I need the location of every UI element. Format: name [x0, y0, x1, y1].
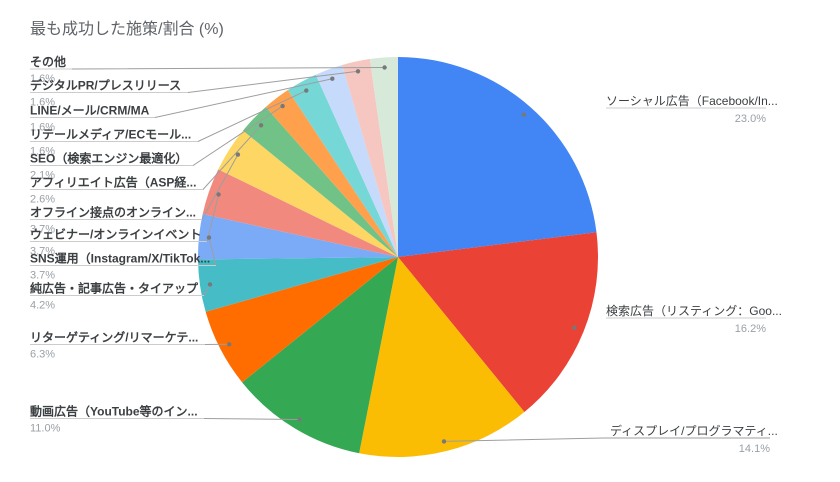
- svg-text:SEO（検索エンジン最適化）: SEO（検索エンジン最適化）: [30, 151, 187, 166]
- svg-text:LINE/メール/CRM/MA: LINE/メール/CRM/MA: [30, 104, 150, 118]
- svg-text:動画広告（YouTube等のイン...: 動画広告（YouTube等のイン...: [30, 404, 198, 419]
- svg-text:6.3%: 6.3%: [30, 349, 55, 361]
- svg-text:オフライン接点のオンライン...: オフライン接点のオンライン...: [30, 205, 196, 220]
- svg-text:アフィリエイト広告（ASP経...: アフィリエイト広告（ASP経...: [30, 175, 196, 190]
- svg-text:23.0%: 23.0%: [735, 113, 766, 125]
- svg-text:11.0%: 11.0%: [30, 423, 61, 435]
- svg-text:ディスプレイ/プログラマティ...: ディスプレイ/プログラマティ...: [610, 423, 778, 438]
- svg-text:16.2%: 16.2%: [735, 323, 766, 335]
- svg-text:ソーシャル広告（Facebook/In...: ソーシャル広告（Facebook/In...: [606, 94, 778, 108]
- svg-text:その他: その他: [30, 54, 66, 69]
- svg-text:SNS運用（Instagram/X/TikTok...: SNS運用（Instagram/X/TikTok...: [30, 251, 210, 266]
- svg-text:デジタルPR/プレスリリース: デジタルPR/プレスリリース: [30, 78, 181, 93]
- svg-text:リテールメディア/ECモール...: リテールメディア/ECモール...: [30, 127, 191, 142]
- svg-text:検索広告（リスティング：Goo...: 検索広告（リスティング：Goo...: [606, 304, 782, 318]
- svg-text:3.7%: 3.7%: [30, 270, 55, 282]
- svg-text:純広告・記事広告・タイアップ: 純広告・記事広告・タイアップ: [30, 281, 199, 296]
- svg-text:リターゲティング/リマーケテ...: リターゲティング/リマーケテ...: [30, 330, 198, 345]
- svg-text:ウェビナー/オンラインイベント: ウェビナー/オンラインイベント: [30, 227, 201, 242]
- svg-text:2.6%: 2.6%: [30, 194, 55, 206]
- svg-text:14.1%: 14.1%: [739, 443, 770, 455]
- svg-text:4.2%: 4.2%: [30, 300, 55, 312]
